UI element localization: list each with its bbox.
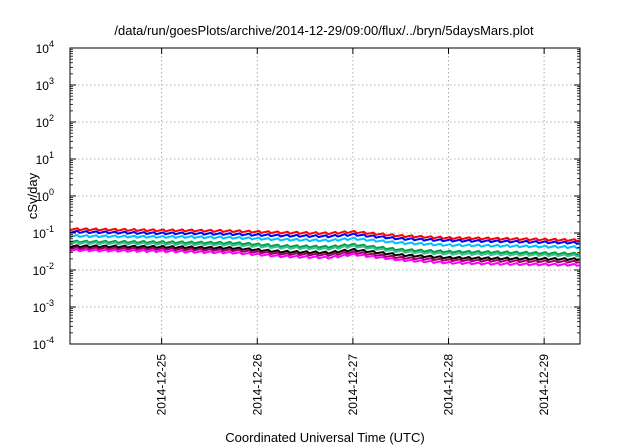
y-tick-label: 103 (36, 76, 54, 93)
series-line-1 (69, 227, 580, 243)
y-axis-label: cSv/day (25, 172, 40, 219)
y-tick-label: 102 (36, 113, 54, 130)
y-tick-base: 10 (36, 116, 50, 130)
series-layer (69, 227, 580, 267)
series-line-6 (69, 244, 580, 262)
chart-title: /data/run/goesPlots/archive/2014-12-29/0… (114, 23, 534, 38)
y-tick-base: 10 (33, 301, 47, 315)
x-axis-label: Coordinated Universal Time (UTC) (225, 430, 424, 445)
y-tick-label: 104 (36, 39, 54, 56)
series-line-4 (69, 239, 580, 256)
y-tick-base: 10 (36, 79, 50, 93)
y-tick-label: 100 (36, 187, 54, 204)
y-tick-base: 10 (33, 227, 47, 241)
ticks (70, 47, 580, 345)
x-tick-label: 2014-12-28 (442, 354, 456, 416)
series-line-7 (69, 246, 580, 264)
y-tick-label: 101 (36, 150, 54, 167)
y-tick-label: 10-3 (33, 298, 54, 315)
y-tick-exponent: 3 (49, 76, 54, 86)
y-tick-exponent: -3 (46, 298, 54, 308)
x-tick-label: 2014-12-26 (250, 354, 264, 416)
grid (70, 48, 580, 344)
y-tick-base: 10 (36, 190, 50, 204)
y-tick-exponent: 1 (49, 150, 54, 160)
y-tick-exponent: -1 (46, 224, 54, 234)
x-tick-label: 2014-12-27 (346, 354, 360, 416)
y-tick-base: 10 (33, 338, 47, 352)
x-tick-label: 2014-12-25 (155, 354, 169, 416)
y-tick-exponent: 0 (49, 187, 54, 197)
y-tick-base: 10 (36, 42, 50, 56)
y-tick-label: 10-2 (33, 261, 54, 278)
series-line-5 (69, 241, 580, 258)
y-tick-label: 10-1 (33, 224, 54, 241)
x-tick-labels: 2014-12-25 2014-12-26 2014-12-27 2014-12-28… (155, 354, 552, 416)
y-tick-exponent: 4 (49, 39, 54, 49)
y-tick-label: 10-4 (33, 335, 54, 352)
x-tick-label: 2014-12-29 (537, 354, 551, 416)
series-line-3 (69, 234, 580, 250)
y-tick-base: 10 (36, 153, 50, 167)
series-line-2 (69, 229, 580, 245)
series-line-8 (69, 248, 580, 267)
y-tick-exponent: -4 (46, 335, 54, 345)
y-tick-exponent: 2 (49, 113, 54, 123)
y-tick-base: 10 (33, 264, 47, 278)
y-tick-exponent: -2 (46, 261, 54, 271)
